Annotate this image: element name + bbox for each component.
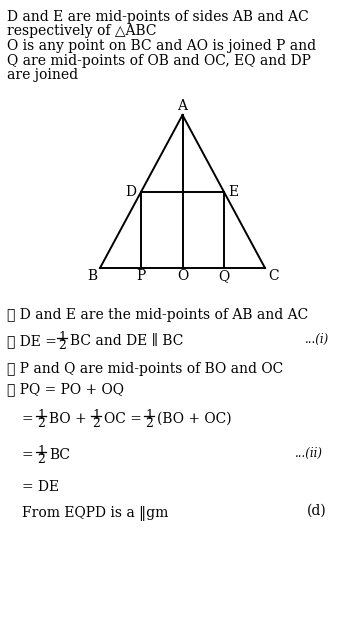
Text: O is any point on BC and AO is joined P and: O is any point on BC and AO is joined P … xyxy=(7,39,316,53)
Text: ∴ D and E are the mid-points of AB and AC: ∴ D and E are the mid-points of AB and A… xyxy=(7,308,308,322)
Text: Q are mid-points of OB and OC, EQ and DP: Q are mid-points of OB and OC, EQ and DP xyxy=(7,53,311,68)
Text: = DE: = DE xyxy=(22,480,59,494)
Text: BO +: BO + xyxy=(49,412,91,426)
Text: 1: 1 xyxy=(145,409,153,422)
Text: O: O xyxy=(177,269,188,283)
Text: ∴ P and Q are mid-points of BO and OC: ∴ P and Q are mid-points of BO and OC xyxy=(7,362,283,376)
Text: ∴ PQ = PO + OQ: ∴ PQ = PO + OQ xyxy=(7,382,124,396)
Text: 1: 1 xyxy=(37,445,45,458)
Text: A: A xyxy=(177,99,188,113)
Text: P: P xyxy=(137,269,146,283)
Text: D: D xyxy=(125,185,136,198)
Text: BC: BC xyxy=(49,448,70,462)
Text: ∴ DE =: ∴ DE = xyxy=(7,334,61,348)
Text: BC and DE ∥ BC: BC and DE ∥ BC xyxy=(70,334,184,348)
Text: From EQPD is a ‖gm: From EQPD is a ‖gm xyxy=(22,506,168,521)
Text: 2: 2 xyxy=(37,453,45,466)
Text: C: C xyxy=(268,269,279,283)
Text: 1: 1 xyxy=(37,409,45,422)
Text: =: = xyxy=(22,448,38,462)
Text: 1: 1 xyxy=(92,409,100,422)
Text: B: B xyxy=(87,269,97,283)
Text: 2: 2 xyxy=(145,417,153,430)
Text: (d): (d) xyxy=(307,504,327,518)
Text: are joined: are joined xyxy=(7,68,78,82)
Text: 2: 2 xyxy=(37,417,45,430)
Text: respectively of △ABC: respectively of △ABC xyxy=(7,25,156,38)
Text: 1: 1 xyxy=(58,331,66,344)
Text: Q: Q xyxy=(218,269,229,283)
Text: (BO + OC): (BO + OC) xyxy=(157,412,232,426)
Text: E: E xyxy=(229,185,239,198)
Text: =: = xyxy=(22,412,38,426)
Text: ...(ii): ...(ii) xyxy=(295,446,323,459)
Text: D and E are mid-points of sides AB and AC: D and E are mid-points of sides AB and A… xyxy=(7,10,309,24)
Text: 2: 2 xyxy=(58,339,66,352)
Text: 2: 2 xyxy=(92,417,100,430)
Text: ...(i): ...(i) xyxy=(305,332,329,345)
Text: OC =: OC = xyxy=(104,412,146,426)
